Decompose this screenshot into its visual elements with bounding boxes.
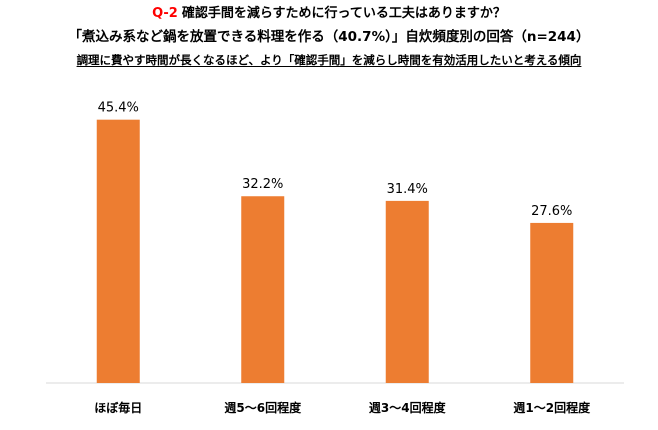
question-number: Q-2 [152, 6, 178, 21]
bar-2 [241, 196, 285, 383]
bar-4 [530, 222, 574, 383]
category-label-2: 週5～6回程度 [224, 400, 302, 415]
data-label-2: 32.2% [242, 177, 283, 192]
bar-3 [385, 200, 429, 383]
chart-note: 調理に費やす時間が長くなるほど、より「確認手間」を減らし時間を有効活用したいと考… [76, 53, 582, 67]
question-title: Q-2 確認手間を減らすために行っている工夫はありますか？ [0, 4, 658, 24]
chart-subtitle: 「煮込み系など鍋を放置できる料理を作る（40.7%）」自炊頻度別の回答（n=24… [68, 29, 590, 45]
data-label-1: 45.4% [98, 101, 139, 116]
category-label-1: ほぼ毎日 [94, 400, 142, 415]
data-label-4: 27.6% [531, 204, 572, 219]
bar-1 [96, 119, 140, 384]
category-label-3: 週3～4回程度 [369, 400, 447, 415]
data-label-3: 31.4% [387, 182, 428, 197]
chart-title-block: Q-2 確認手間を減らすために行っている工夫はありますか？ 「煮込み系など鍋を放置… [0, 4, 658, 70]
question-text: 確認手間を減らすために行っている工夫はありますか？ [181, 6, 506, 21]
category-label-4: 週1～2回程度 [513, 400, 591, 415]
